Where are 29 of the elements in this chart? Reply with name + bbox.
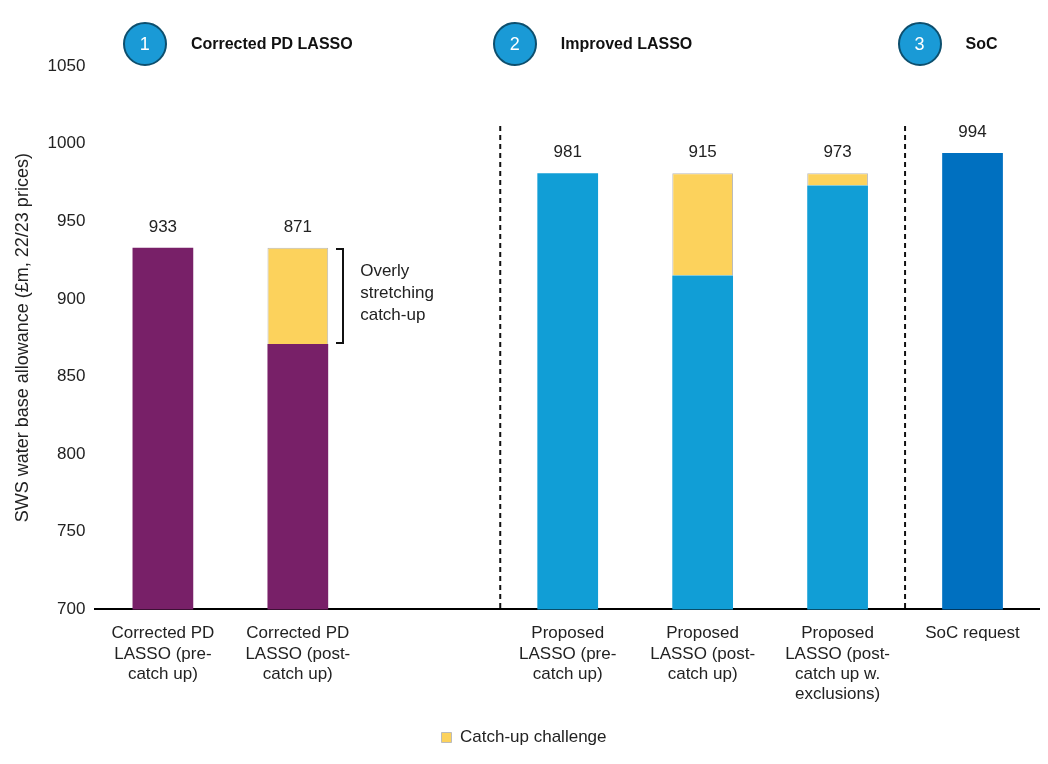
y-tick-label: 850	[57, 366, 86, 386]
data-label: 981	[553, 142, 582, 162]
x-tick-label: SoC request	[925, 623, 1021, 643]
x-tick-label: Corrected PD LASSO (pre-catch up)	[111, 623, 215, 684]
y-axis-title: SWS water base allowance (£m, 22/23 prices)	[11, 153, 32, 523]
text: 3	[914, 33, 925, 55]
y-tick-label: 800	[57, 443, 86, 463]
x-tick-label: Corrected PD LASSO (post-catch up)	[245, 623, 351, 684]
annotation: 973	[823, 142, 852, 162]
data-label: 994	[958, 122, 987, 142]
x-tick-label: Proposed LASSO (post-catch up w. exclusions)	[785, 623, 891, 704]
x-tick-label: Proposed LASSO (pre-catch up)	[519, 623, 617, 684]
y-tick-label: 1000	[47, 133, 86, 153]
y-tick-label: 900	[57, 288, 86, 308]
y-tick-label: 1050	[47, 55, 86, 75]
annotation: Overly stretching catch-up	[360, 259, 435, 326]
annotation: 915	[688, 142, 717, 162]
y-tick-label: 700	[57, 599, 86, 619]
legend-label: Catch-up challenge	[460, 727, 607, 747]
text: Improved LASSO	[560, 35, 693, 53]
text: Corrected PD LASSO	[190, 35, 353, 53]
data-label: 933	[148, 216, 178, 236]
text: SoC	[965, 35, 998, 53]
annotation: 871	[283, 216, 313, 236]
text: 2	[509, 33, 520, 55]
x-tick-label: Proposed LASSO (post-catch up)	[650, 623, 756, 684]
y-tick-label: 950	[57, 210, 86, 230]
y-tick-label: 750	[57, 521, 86, 541]
text: 1	[139, 33, 150, 55]
